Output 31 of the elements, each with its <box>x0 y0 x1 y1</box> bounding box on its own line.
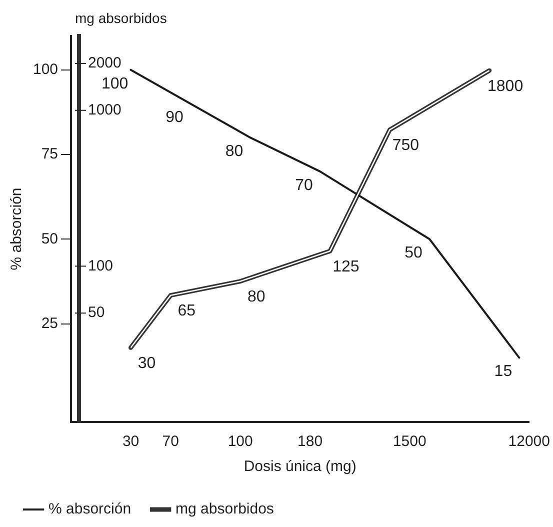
data-label: 65 <box>178 302 196 320</box>
x-tick-label: 100 <box>228 433 253 450</box>
x-tick-label: 1500 <box>392 433 426 450</box>
data-label: 30 <box>138 355 156 372</box>
x-axis-title: Dosis única (mg) <box>244 458 356 476</box>
x-tick-label: 180 <box>298 433 323 450</box>
y2-tick-label: 100 <box>88 257 114 274</box>
x-tick-label: 12000 <box>508 433 550 450</box>
data-label: 80 <box>247 288 266 306</box>
x-tick-label: 30 <box>122 433 140 450</box>
y2-tick-label: 1000 <box>88 101 122 118</box>
y-tick-label: 100 <box>32 61 58 78</box>
data-label: 15 <box>494 363 512 380</box>
data-label: 80 <box>225 142 244 160</box>
y-tick-label: 50 <box>41 230 58 248</box>
data-label: 1800 <box>488 78 524 95</box>
y-axis-title: % absorción <box>8 188 26 270</box>
y-tick-label: 75 <box>41 146 58 163</box>
data-label: 50 <box>404 244 423 262</box>
legend-label: mg absorbidos <box>176 500 274 518</box>
data-label: 750 <box>392 137 420 154</box>
y2-axis-title: mg absorbidos <box>74 10 167 26</box>
legend-label: % absorción <box>48 500 132 518</box>
data-label: 70 <box>295 176 314 194</box>
y-tick-label: 25 <box>41 314 58 332</box>
y2-tick-label: 50 <box>88 304 105 322</box>
data-label: 125 <box>332 258 360 276</box>
data-label: 100 <box>101 75 128 92</box>
data-label: 90 <box>166 109 184 126</box>
x-tick-label: 70 <box>162 433 179 450</box>
y2-tick-label: 2000 <box>88 54 122 72</box>
